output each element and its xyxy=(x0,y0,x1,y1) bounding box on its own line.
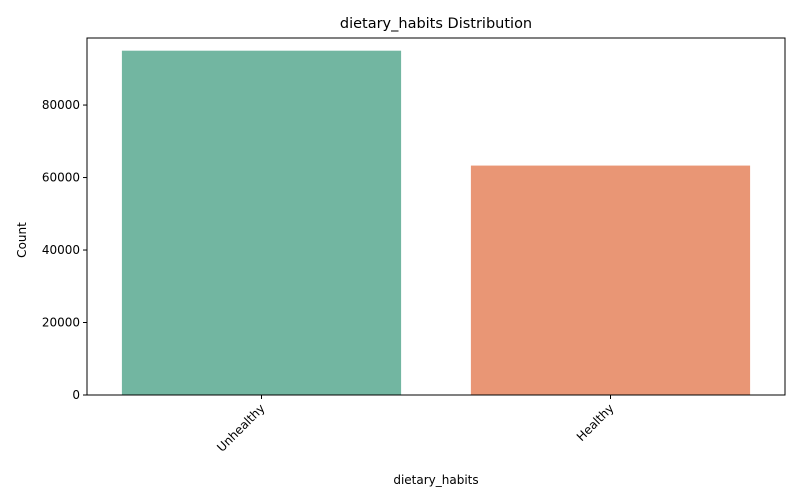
plot-frame xyxy=(86,37,786,396)
x-tick-label: Healthy xyxy=(574,401,617,444)
y-axis-ticks: 0 20000 40000 60000 80000 xyxy=(42,98,87,402)
y-tick-label: 40000 xyxy=(42,243,80,257)
chart-title: dietary_habits Distribution xyxy=(340,16,532,32)
y-tick-label: 20000 xyxy=(42,316,80,330)
bar-healthy xyxy=(470,165,751,395)
bars-layer xyxy=(121,50,751,395)
x-tick-label: Unhealthy xyxy=(214,401,267,454)
x-axis-label: dietary_habits xyxy=(393,473,478,487)
y-tick-label: 80000 xyxy=(42,98,80,112)
x-axis-ticks: Unhealthy Healthy xyxy=(214,395,617,455)
bar-unhealthy xyxy=(121,50,402,395)
y-tick-label: 0 xyxy=(72,388,80,402)
y-axis-label: Count xyxy=(15,222,29,258)
y-tick-label: 60000 xyxy=(42,171,80,185)
